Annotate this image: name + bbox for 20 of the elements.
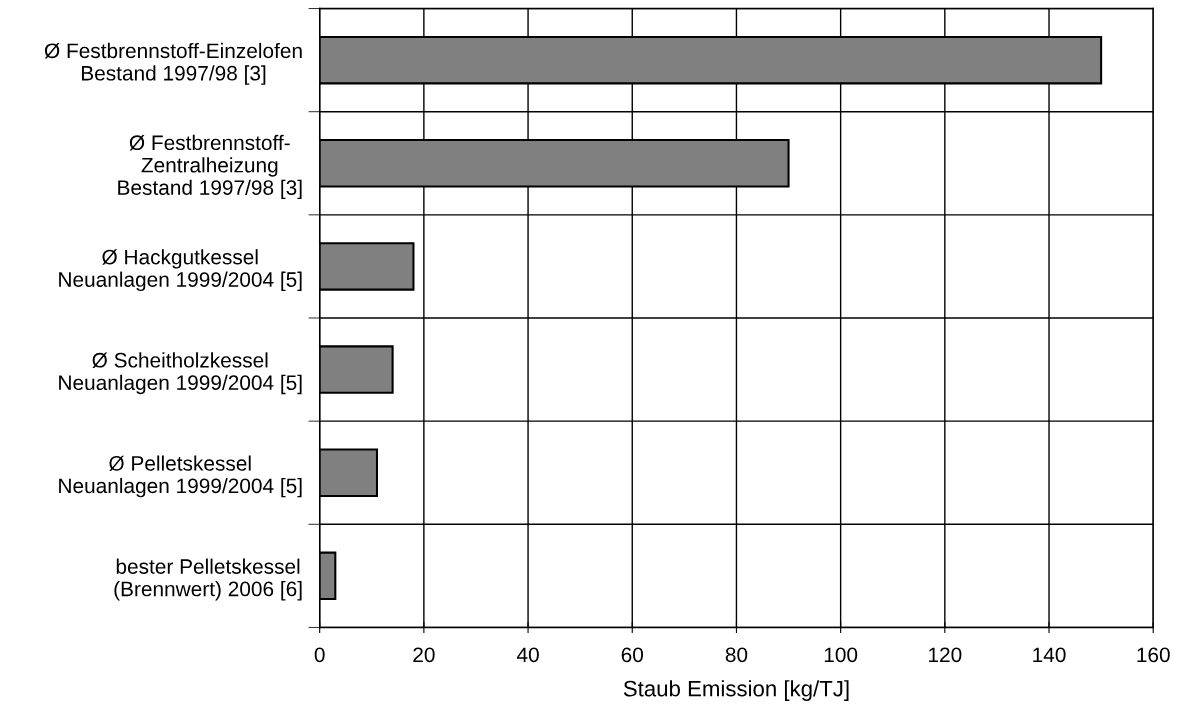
x-tick-label: 40 bbox=[516, 647, 539, 663]
y-tick-label: Ø Hackgutkessel Neuanlagen 1999/2004 [5] bbox=[59, 249, 302, 292]
bar bbox=[319, 448, 379, 497]
x-tick-label: 60 bbox=[621, 647, 644, 663]
y-tick-label: Ø Pelletskessel Neuanlagen 1999/2004 [5] bbox=[59, 455, 302, 498]
x-tick-label: 0 bbox=[314, 647, 325, 663]
y-tick-label: Ø Festbrennstoff- Zentralheizung Bestand 1997/98 [3] bbox=[118, 134, 302, 200]
y-tick-label: Ø Festbrennstoff-Einzelofen Bestand 1997/98 [3] bbox=[44, 42, 302, 85]
bar bbox=[319, 242, 415, 291]
x-tick-label: 140 bbox=[1033, 647, 1066, 663]
x-tick-label: 20 bbox=[413, 647, 435, 663]
x-tick-label: 120 bbox=[929, 647, 962, 663]
bar bbox=[319, 551, 337, 601]
x-axis-title: Staub Emission [kg/TJ] bbox=[623, 680, 849, 701]
y-tick-label: bester Pelletskessel (Brennwert) 2006 [6] bbox=[114, 558, 302, 601]
bar bbox=[319, 345, 394, 394]
x-tick-label: 160 bbox=[1137, 647, 1170, 663]
x-tick-label: 80 bbox=[725, 647, 748, 663]
x-tick-label: 100 bbox=[824, 647, 858, 663]
y-tick-label: Ø Scheitholzkessel Neuanlagen 1999/2004 [5] bbox=[59, 352, 302, 395]
